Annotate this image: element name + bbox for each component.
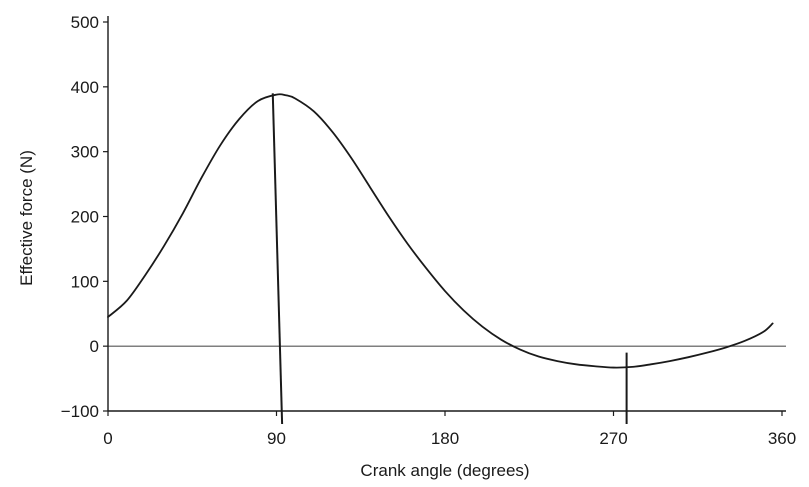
crank-marker-line bbox=[271, 93, 284, 424]
y-tick-label: 500 bbox=[71, 13, 99, 32]
x-tick-label: 270 bbox=[599, 429, 627, 448]
y-tick-label: 200 bbox=[71, 208, 99, 227]
x-tick-label: 360 bbox=[768, 429, 796, 448]
effective-force-series-line bbox=[107, 93, 774, 369]
x-tick-label: 0 bbox=[103, 429, 112, 448]
y-tick-label: 400 bbox=[71, 78, 99, 97]
series bbox=[107, 93, 774, 369]
y-tick-label: −100 bbox=[61, 402, 99, 421]
x-axis-label: Crank angle (degrees) bbox=[360, 461, 529, 480]
y-tick-label: 300 bbox=[71, 143, 99, 162]
x-tick-label: 180 bbox=[431, 429, 459, 448]
marker-lines bbox=[271, 93, 628, 424]
x-tick-label: 90 bbox=[267, 429, 286, 448]
y-tick-label: 0 bbox=[90, 337, 99, 356]
y-tick-label: 100 bbox=[71, 272, 99, 291]
y-axis-label: Effective force (N) bbox=[17, 150, 36, 286]
axes bbox=[107, 16, 786, 412]
